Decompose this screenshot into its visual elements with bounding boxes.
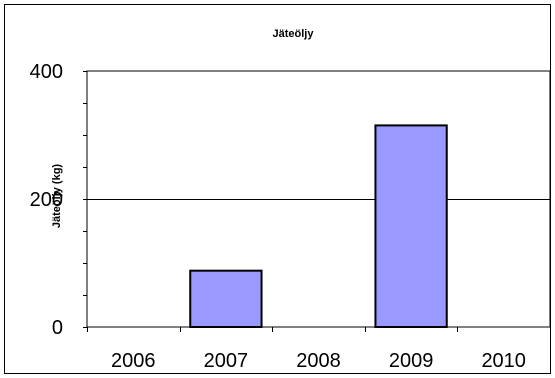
x-tick-label: 2009 [389, 350, 434, 372]
x-tick-label: 2008 [296, 350, 341, 372]
y-tick-label: 400 [30, 61, 63, 83]
bar-2007 [189, 269, 263, 328]
x-tick-label: 2006 [111, 350, 156, 372]
chart-title: Jäteöljy [273, 28, 315, 40]
y-tick-label: 0 [52, 317, 63, 339]
y-tick-labels: 0 200 400 [30, 61, 63, 339]
y-axis-label: Jäteöljy (kg) [51, 164, 63, 229]
bars-layer [189, 124, 448, 329]
bar-2009 [374, 124, 448, 329]
x-tick-label: 2010 [481, 350, 526, 372]
y-minor-ticks [83, 71, 551, 332]
x-tick-label: 2007 [204, 350, 249, 372]
x-tick-labels: 2006 2007 2008 2009 2010 [111, 350, 526, 372]
y-tick-label: 200 [30, 189, 63, 211]
